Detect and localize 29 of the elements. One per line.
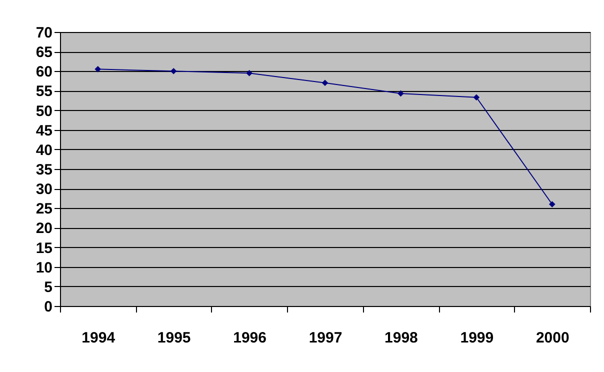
y-tick-label: 25 <box>36 200 52 218</box>
y-tick-label: 10 <box>36 259 52 276</box>
y-tick-label: 20 <box>36 220 52 238</box>
point <box>473 94 480 101</box>
y-tick-label: 55 <box>36 83 52 100</box>
y-tick-label: 60 <box>36 64 52 81</box>
x-tick-label: 1995 <box>157 330 191 346</box>
point <box>322 80 328 86</box>
x-tick-label: 1999 <box>460 330 494 346</box>
point <box>170 68 177 74</box>
y-tick-label: 65 <box>36 44 52 62</box>
y-tick-label: 15 <box>36 240 52 257</box>
point <box>246 70 252 76</box>
y-tick-label: 0 <box>44 298 52 316</box>
y-tick-label: 70 <box>36 24 52 42</box>
x-tick-label: 1998 <box>384 330 418 346</box>
y-tick-label: 35 <box>36 162 52 178</box>
y-tick-label: 5 <box>44 278 52 296</box>
y-tick-label: 40 <box>36 142 52 159</box>
y-tick-label: 30 <box>36 181 52 198</box>
point <box>548 201 556 208</box>
x-tick-label: 2000 <box>536 330 570 346</box>
x-tick-label: 1997 <box>308 330 342 346</box>
y-tick-label: 50 <box>36 102 52 120</box>
point <box>94 66 102 72</box>
x-tick-label: 1994 <box>82 330 116 346</box>
point <box>398 90 404 97</box>
y-tick-label: 45 <box>36 122 52 140</box>
x-tick-label: 1996 <box>233 330 266 346</box>
